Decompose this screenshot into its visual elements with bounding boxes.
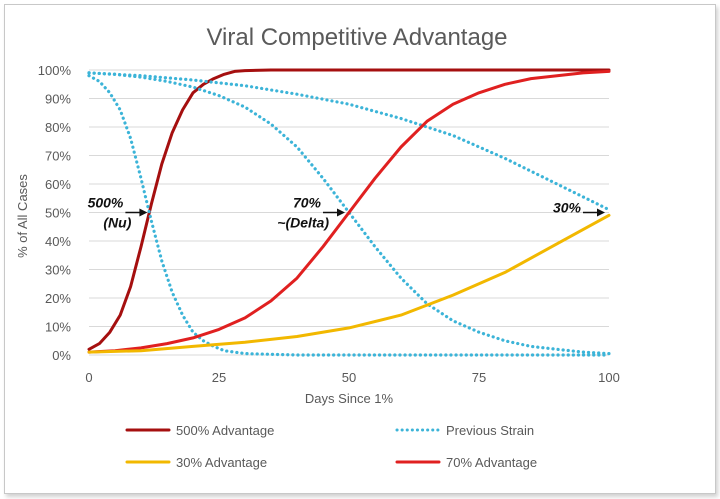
annotation-arrow-head bbox=[337, 208, 345, 217]
y-axis-ticks: 0% 10% 20% 30% 40% 50% 60% 70% 80% 90% 100% bbox=[38, 63, 72, 363]
annotation-arrow-head bbox=[597, 208, 605, 217]
y-tick-label: 30% bbox=[45, 263, 71, 278]
x-axis-ticks: 0 25 50 75 100 bbox=[85, 370, 619, 385]
annotation-label-2: 30% bbox=[553, 200, 582, 216]
series-line-previous-strain-1 bbox=[87, 74, 611, 357]
legend-label: Previous Strain bbox=[446, 423, 534, 438]
series-lines bbox=[87, 68, 611, 357]
y-tick-label: 50% bbox=[45, 206, 71, 221]
chart-svg: Viral Competitive Advantage 0% 10% 20% 30% 4… bbox=[15, 24, 620, 470]
chart-title: Viral Competitive Advantage bbox=[206, 24, 507, 51]
y-tick-label: 10% bbox=[45, 320, 71, 335]
legend-label: 30% Advantage bbox=[176, 455, 267, 470]
x-tick-label: 50 bbox=[342, 370, 356, 385]
x-axis-label: Days Since 1% bbox=[305, 391, 394, 406]
y-tick-label: 20% bbox=[45, 291, 71, 306]
annotation-arrow-head bbox=[139, 208, 148, 217]
y-tick-label: 60% bbox=[45, 177, 71, 192]
series-line-500-advantage-0 bbox=[87, 68, 611, 351]
x-tick-label: 75 bbox=[472, 370, 486, 385]
y-tick-label: 90% bbox=[45, 92, 71, 107]
y-tick-label: 40% bbox=[45, 234, 71, 249]
y-tick-label: 100% bbox=[38, 63, 72, 78]
chart-frame: Viral Competitive Advantage 0% 10% 20% 30% 4… bbox=[4, 4, 716, 494]
x-tick-label: 25 bbox=[212, 370, 226, 385]
annotations: 500% (Nu) 70% ~(Delta) 30% bbox=[88, 195, 605, 231]
annotation-label-0: 500% (Nu) bbox=[88, 195, 132, 231]
y-tick-label: 0% bbox=[52, 348, 71, 363]
y-tick-label: 80% bbox=[45, 120, 71, 135]
series-line-70-advantage-4 bbox=[87, 69, 611, 354]
x-tick-label: 100 bbox=[598, 370, 620, 385]
series-line-30-advantage-5 bbox=[87, 213, 611, 354]
legend-label: 70% Advantage bbox=[446, 455, 537, 470]
legend-label: 500% Advantage bbox=[176, 423, 274, 438]
y-tick-label: 70% bbox=[45, 149, 71, 164]
annotation-label-1: 70% ~(Delta) bbox=[277, 195, 329, 231]
legend: 500% Advantage Previous Strain 30% Advanta… bbox=[125, 423, 537, 470]
y-axis-label: % of All Cases bbox=[15, 174, 30, 258]
x-tick-label: 0 bbox=[85, 370, 92, 385]
series-line-previous-strain-3 bbox=[87, 71, 611, 212]
